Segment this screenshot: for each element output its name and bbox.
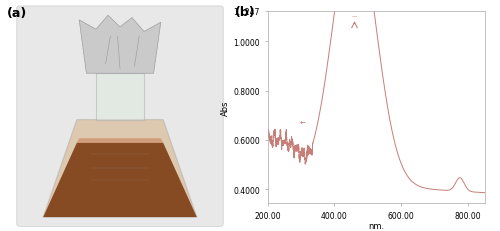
Text: —: —: [352, 14, 357, 19]
Polygon shape: [77, 139, 163, 143]
Text: (a): (a): [7, 7, 28, 20]
Polygon shape: [43, 143, 197, 217]
Bar: [96, 74, 144, 120]
Polygon shape: [79, 16, 161, 74]
FancyBboxPatch shape: [17, 7, 223, 226]
Y-axis label: Abs: Abs: [222, 100, 230, 115]
Polygon shape: [43, 120, 197, 217]
X-axis label: nm.: nm.: [368, 221, 384, 230]
Text: ←: ←: [300, 121, 306, 127]
Text: (b): (b): [235, 6, 256, 19]
